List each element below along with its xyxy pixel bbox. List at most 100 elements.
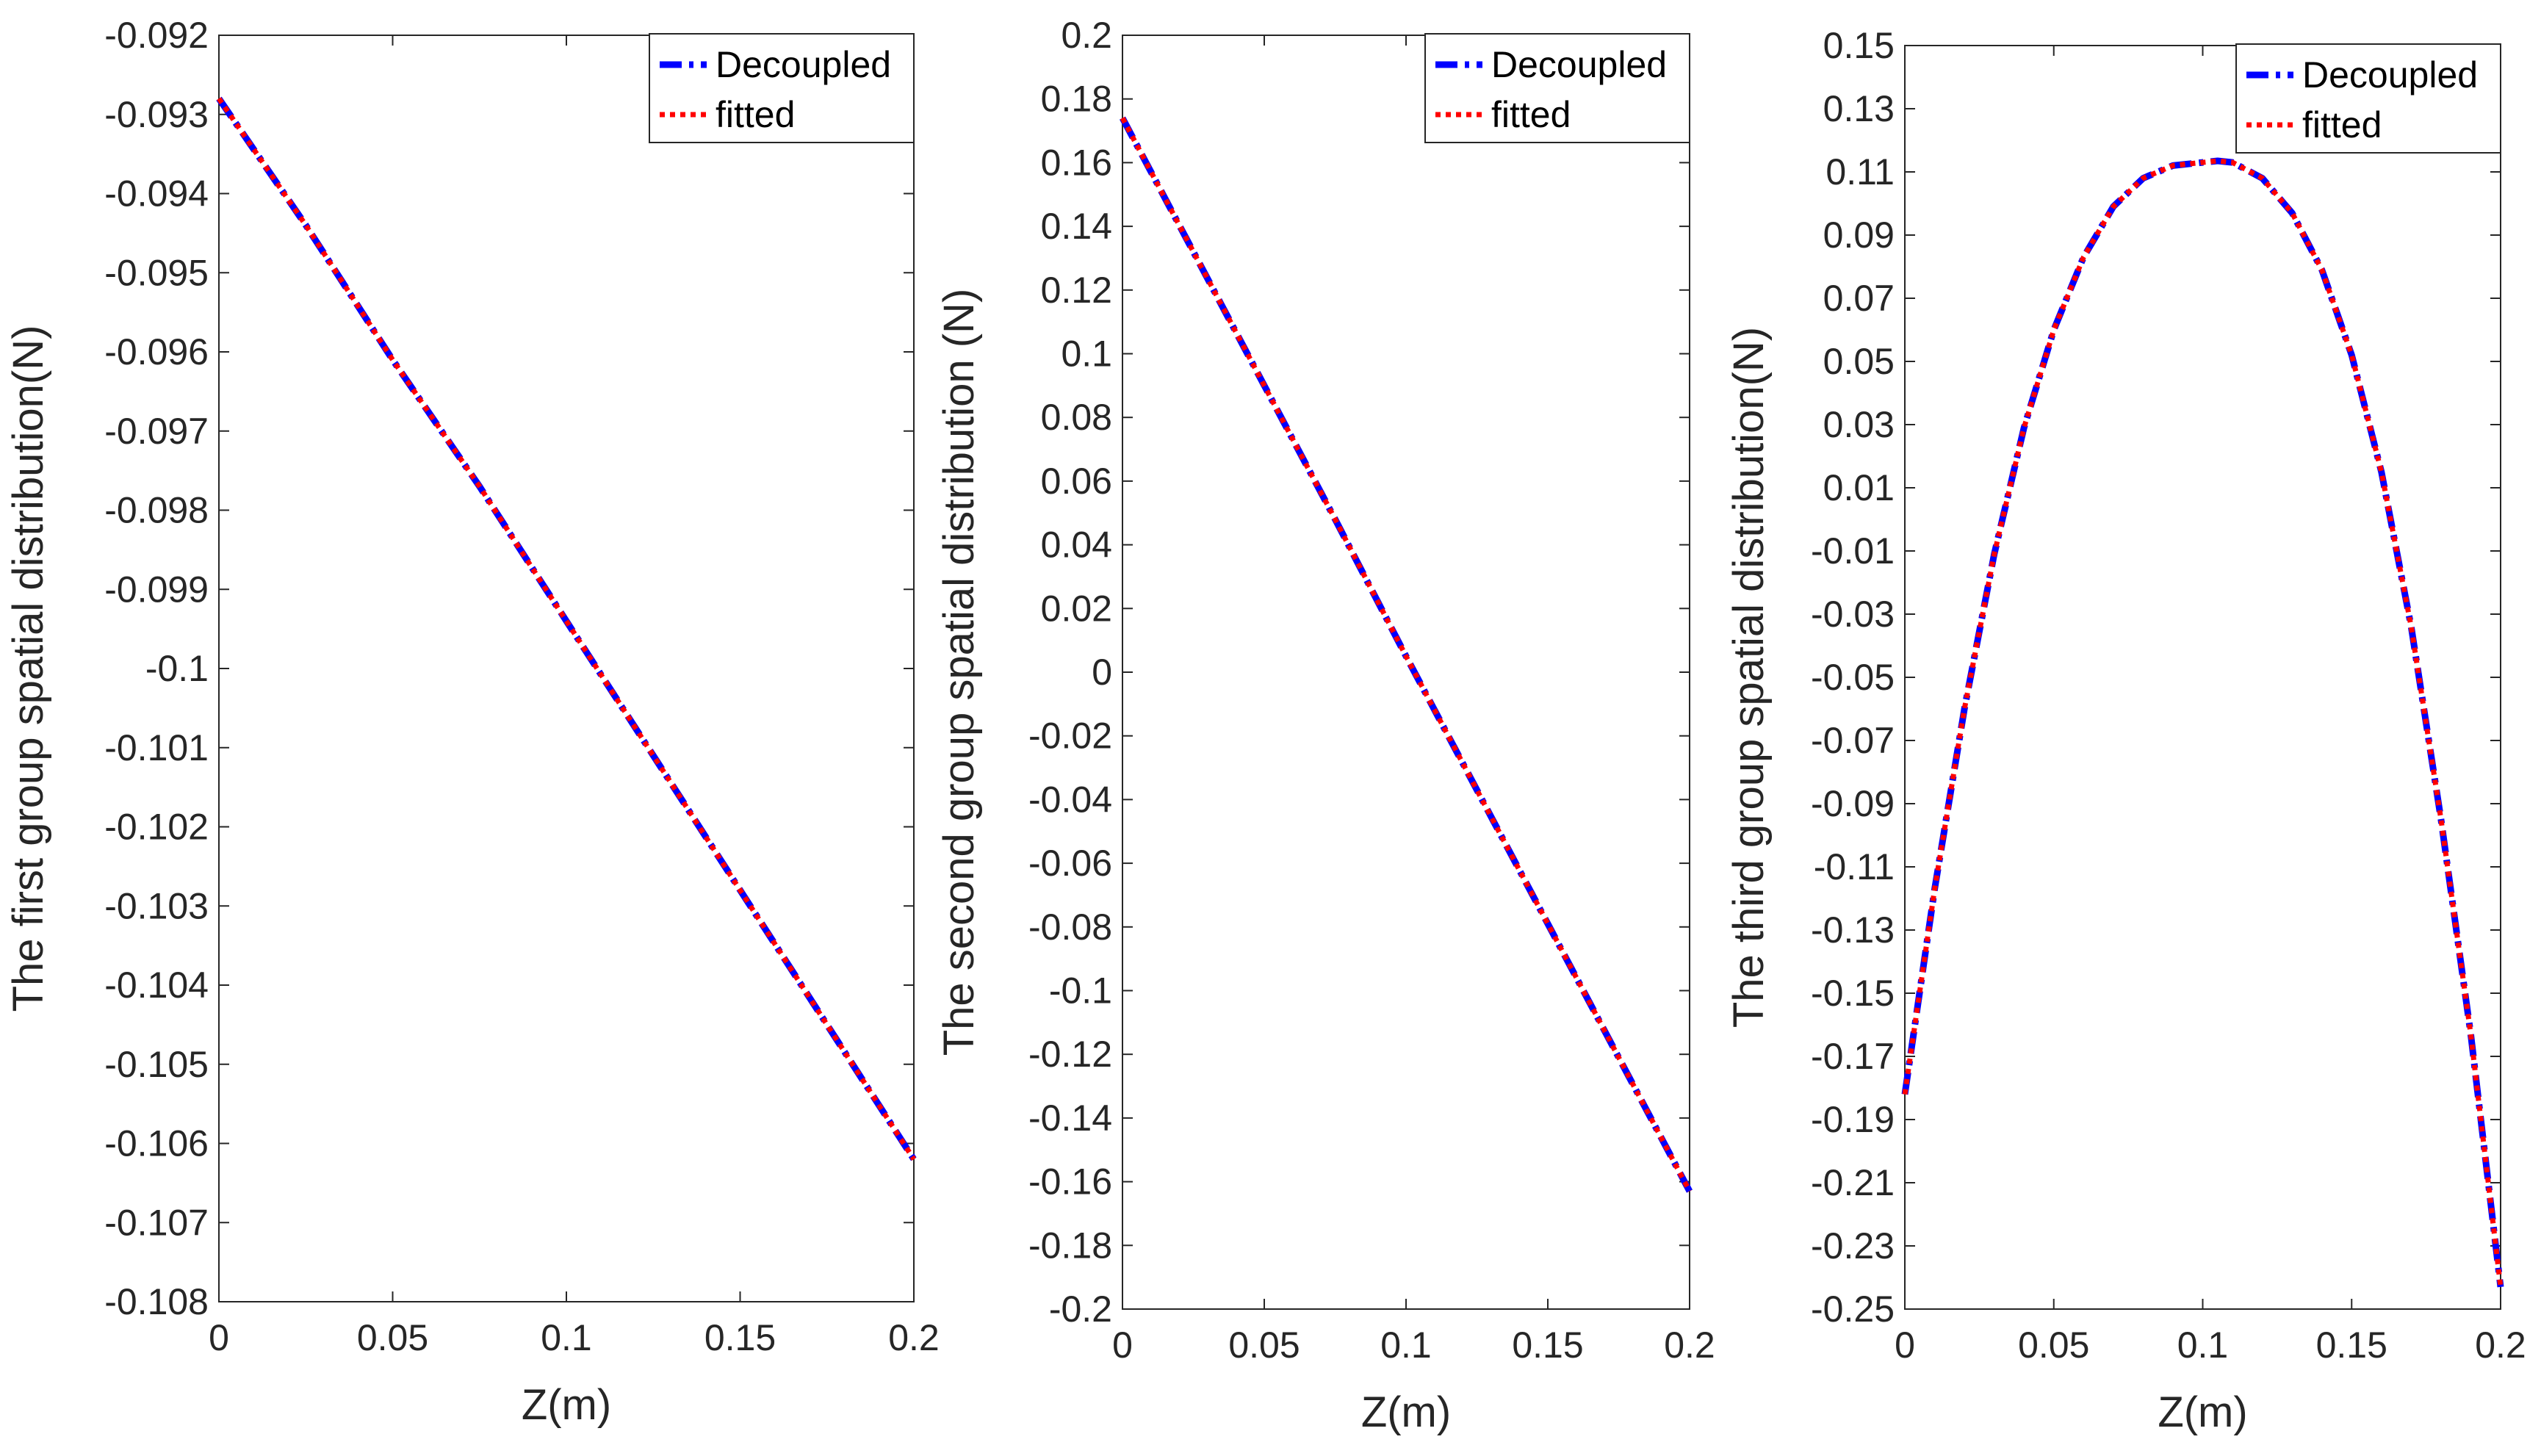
plot-area <box>1122 35 1690 1310</box>
y-tick-label: 0.09 <box>1823 215 1895 256</box>
y-tick-label: -0.19 <box>1811 1099 1895 1140</box>
y-tick-label: 0.06 <box>1041 461 1112 502</box>
y-tick-label: 0.08 <box>1041 397 1112 438</box>
y-tick-label: 0.05 <box>1823 341 1895 382</box>
y-tick-label: 0.1 <box>1061 334 1112 375</box>
series-line-fitted <box>217 97 916 1161</box>
y-tick-label: -0.104 <box>104 965 209 1006</box>
x-tick-label: 0.05 <box>357 1317 428 1358</box>
y-tick-label: -0.03 <box>1811 594 1895 635</box>
y-tick-label: -0.11 <box>1814 846 1895 887</box>
y-tick-label: -0.2 <box>1049 1289 1112 1330</box>
y-axis-label: The second group spatial distribution (N… <box>935 289 983 1056</box>
chart-panel-2: 0 0.05 0.1 0.15 0.2 0.2 0.18 0.16 0.14 0.12 0.1 0.0… <box>935 15 1715 1436</box>
y-tick-label: 0.2 <box>1061 15 1112 56</box>
legend: Decoupled fitted <box>2235 43 2501 154</box>
y-tick-label: -0.23 <box>1811 1225 1895 1266</box>
legend: Decoupled fitted <box>1424 33 1690 143</box>
y-tick-label: -0.094 <box>104 173 209 215</box>
y-tick-label: -0.01 <box>1811 530 1895 572</box>
y-tick-label: -0.21 <box>1811 1162 1895 1203</box>
y-tick-label: 0.12 <box>1041 270 1112 311</box>
y-tick-label: -0.096 <box>104 331 209 372</box>
y-tick-label: -0.093 <box>104 94 209 135</box>
y-tick-label: -0.103 <box>104 885 209 926</box>
y-tick-label: -0.15 <box>1811 973 1895 1014</box>
y-tick-label: -0.099 <box>104 569 209 610</box>
x-tick-label: 0.1 <box>2177 1325 2229 1366</box>
y-tick-label: 0.11 <box>1825 151 1895 192</box>
y-tick-label: 0 <box>1092 652 1112 693</box>
y-tick-label: -0.04 <box>1028 779 1112 820</box>
y-tick-label: -0.05 <box>1811 657 1895 698</box>
x-tick-label: 0.15 <box>1512 1325 1583 1366</box>
y-tick-label: -0.16 <box>1028 1161 1112 1203</box>
y-tick-label: -0.06 <box>1028 843 1112 884</box>
chart-panel-1: 0 0.05 0.1 0.15 0.2 -0.092 -0.093 -0.094 -0.095 -… <box>4 15 940 1429</box>
y-tick-label: -0.106 <box>104 1123 209 1164</box>
x-tick-label: 0 <box>209 1317 229 1358</box>
x-tick-label: 0.15 <box>2316 1325 2387 1366</box>
y-tick-label: 0.02 <box>1041 588 1112 629</box>
y-tick-label: 0.01 <box>1823 467 1895 508</box>
y-tick-label: -0.02 <box>1028 716 1112 757</box>
x-tick-label: 0.2 <box>2475 1325 2526 1366</box>
y-tick-label: -0.1 <box>145 648 209 689</box>
x-tick-label: 0.15 <box>704 1317 776 1358</box>
x-tick-label: 0.05 <box>2018 1325 2089 1366</box>
y-tick-label: -0.102 <box>104 807 209 848</box>
legend-label-decoupled: Decoupled <box>2302 54 2478 95</box>
x-tick-label: 0.1 <box>541 1317 592 1358</box>
y-tick-label: -0.08 <box>1028 907 1112 948</box>
x-tick-label: 0 <box>1112 1325 1133 1366</box>
x-tick-label: 0 <box>1895 1325 1915 1366</box>
legend-label-fitted: fitted <box>2302 104 2382 145</box>
y-tick-label: -0.108 <box>104 1281 209 1322</box>
y-tick-label: 0.14 <box>1041 206 1112 247</box>
y-axis-label: The third group spatial distribution(N) <box>1725 327 1773 1028</box>
y-tick-label: -0.101 <box>104 727 209 768</box>
x-tick-label: 0.1 <box>1380 1325 1432 1366</box>
y-tick-label: -0.092 <box>104 15 209 56</box>
y-tick-label: 0.15 <box>1823 25 1895 66</box>
chart-panel-3: 0 0.05 0.1 0.15 0.2 0.15 0.13 0.11 0.09 0.07 0.05 0… <box>1725 25 2526 1436</box>
y-tick-label: -0.09 <box>1811 783 1895 824</box>
legend-box <box>2235 43 2501 154</box>
y-tick-label: -0.18 <box>1028 1225 1112 1266</box>
y-tick-label: -0.17 <box>1811 1036 1895 1077</box>
y-tick-label: -0.107 <box>104 1202 209 1243</box>
legend-label-decoupled: Decoupled <box>716 44 891 85</box>
y-tick-label: -0.13 <box>1811 909 1895 951</box>
legend-box <box>649 33 915 143</box>
x-tick-label: 0.2 <box>1664 1325 1715 1366</box>
y-tick-label: 0.16 <box>1041 142 1112 183</box>
legend-label-fitted: fitted <box>1491 94 1571 135</box>
legend-label-fitted: fitted <box>716 94 795 135</box>
y-tick-label: 0.13 <box>1823 88 1895 129</box>
series-line-fitted <box>1120 117 1693 1193</box>
y-tick-label: -0.1 <box>1049 970 1112 1012</box>
y-tick-label: -0.097 <box>104 411 209 452</box>
y-tick-label: -0.098 <box>104 490 209 531</box>
y-tick-label: 0.18 <box>1041 79 1112 120</box>
y-tick-label: 0.03 <box>1823 404 1895 445</box>
x-tick-label: 0.2 <box>888 1317 940 1358</box>
plot-area <box>1904 45 2501 1310</box>
y-tick-label: 0.07 <box>1823 278 1895 319</box>
x-axis-label: Z(m) <box>1361 1388 1451 1436</box>
y-tick-label: -0.25 <box>1811 1289 1895 1330</box>
y-axis-label: The first group spatial distribution(N) <box>4 325 52 1012</box>
legend: Decoupled fitted <box>649 33 915 143</box>
y-tick-label: 0.04 <box>1041 525 1112 566</box>
y-tick-label: -0.14 <box>1028 1098 1112 1139</box>
series-line-fitted <box>1902 158 2504 1288</box>
legend-box <box>1424 33 1690 143</box>
y-tick-label: -0.07 <box>1811 720 1895 761</box>
legend-label-decoupled: Decoupled <box>1491 44 1667 85</box>
y-tick-label: -0.12 <box>1028 1034 1112 1075</box>
y-tick-label: -0.105 <box>104 1044 209 1085</box>
x-axis-label: Z(m) <box>2158 1388 2247 1436</box>
y-tick-label: -0.095 <box>104 252 209 293</box>
plot-area <box>218 35 915 1302</box>
